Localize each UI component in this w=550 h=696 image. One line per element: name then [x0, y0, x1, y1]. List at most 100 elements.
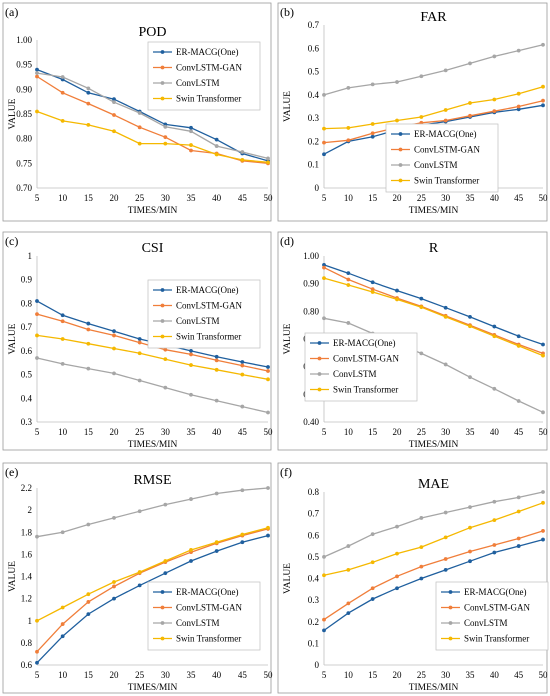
data-point: [370, 586, 375, 591]
x-tick-label: 10: [344, 670, 354, 680]
legend-entry: ER-MACG(One): [176, 47, 239, 57]
data-point: [266, 525, 270, 530]
series-swin-transformer: [322, 500, 545, 578]
panel-label: (a): [5, 5, 18, 19]
data-point: [163, 141, 168, 146]
legend-entry: ConvLSTM-GAN: [464, 603, 531, 613]
y-tick-label: 0.75: [16, 158, 32, 168]
data-point: [370, 134, 375, 139]
data-point: [60, 90, 65, 95]
data-point: [112, 129, 116, 134]
panel-label: (c): [5, 234, 18, 248]
data-point: [395, 574, 399, 579]
x-tick-label: 25: [417, 193, 427, 203]
x-tick-label: 10: [58, 427, 68, 437]
legend-swatch-marker: [160, 590, 165, 594]
panel-frame: [2, 462, 272, 694]
legend-swatch-marker: [448, 605, 453, 610]
x-tick-label: 40: [212, 427, 222, 437]
data-point: [60, 605, 65, 610]
y-tick-label: 0.1: [308, 638, 319, 648]
data-point: [112, 113, 116, 117]
data-point: [419, 115, 424, 119]
chart-title: FAR: [420, 10, 447, 25]
y-tick-label: 0.5: [21, 370, 33, 380]
data-point: [189, 363, 193, 367]
data-point: [86, 341, 91, 346]
data-point: [322, 617, 326, 622]
data-point: [86, 101, 91, 106]
legend-swatch-marker: [398, 147, 403, 152]
legend-swatch-marker: [160, 605, 165, 610]
legend-entry: Swin Transformer: [464, 634, 529, 644]
data-point: [346, 611, 351, 615]
y-tick-label: 0.70: [16, 183, 32, 193]
data-point: [214, 540, 219, 545]
data-point: [443, 510, 448, 515]
data-point: [395, 551, 399, 556]
y-tick-label: 0.5: [308, 67, 320, 77]
data-point: [395, 524, 399, 529]
data-point: [189, 129, 193, 134]
series-line: [323, 491, 544, 558]
data-point: [86, 612, 91, 617]
y-tick-label: 1: [28, 251, 33, 261]
x-tick-label: 30: [161, 427, 171, 437]
data-point: [163, 347, 168, 352]
data-point: [419, 305, 424, 310]
series-er-macg-one-: [322, 262, 545, 347]
legend-swatch-marker: [448, 590, 453, 594]
legend-entry: ConvLSTM-GAN: [176, 301, 243, 311]
data-point: [419, 516, 424, 520]
data-point: [541, 529, 545, 533]
x-tick-label: 25: [135, 427, 145, 437]
data-point: [492, 109, 497, 114]
x-tick-label: 50: [539, 427, 549, 437]
data-point: [189, 125, 193, 130]
legend-entry: ER-MACG(One): [176, 285, 239, 295]
x-tick-label: 15: [368, 193, 378, 203]
x-tick-label: 25: [417, 670, 427, 680]
data-point: [240, 372, 245, 377]
data-point: [112, 580, 116, 584]
series-swin-transformer: [322, 84, 545, 131]
y-axis-label: VALUE: [8, 561, 18, 592]
data-point: [370, 290, 375, 294]
data-point: [419, 296, 424, 301]
chart-title: CSI: [142, 241, 164, 256]
y-tick-label: 1: [28, 616, 33, 626]
legend-entry: ConvLSTM-GAN: [414, 145, 481, 155]
panel-label: (b): [280, 5, 294, 19]
y-tick-label: 1.2: [21, 594, 32, 604]
y-tick-label: 0.4: [21, 393, 33, 403]
data-point: [163, 559, 168, 563]
data-point: [35, 534, 39, 539]
x-tick-label: 35: [187, 427, 197, 437]
data-point: [86, 366, 91, 371]
series-line: [36, 534, 269, 664]
data-point: [443, 557, 448, 561]
data-point: [322, 554, 326, 559]
x-tick-label: 20: [110, 193, 120, 203]
data-point: [346, 321, 351, 325]
series-convlstm: [35, 486, 270, 539]
legend-entry: ConvLSTM-GAN: [176, 63, 243, 73]
x-tick-label: 50: [539, 670, 549, 680]
x-tick-label: 10: [58, 670, 68, 680]
data-point: [137, 337, 142, 341]
data-point: [60, 362, 65, 366]
data-point: [419, 74, 424, 79]
x-axis-label: TIMES/MIN: [128, 440, 178, 450]
series-swin-transformer: [35, 525, 270, 623]
data-point: [346, 138, 351, 143]
data-point: [370, 597, 375, 601]
x-axis-label: TIMES/MIN: [409, 683, 459, 693]
data-point: [266, 369, 270, 373]
x-tick-label: 10: [58, 193, 68, 203]
data-point: [189, 143, 193, 147]
x-tick-label: 40: [490, 427, 500, 437]
y-tick-label: 0.7: [308, 20, 320, 30]
data-point: [163, 357, 168, 362]
y-tick-label: 0.4: [308, 90, 320, 100]
